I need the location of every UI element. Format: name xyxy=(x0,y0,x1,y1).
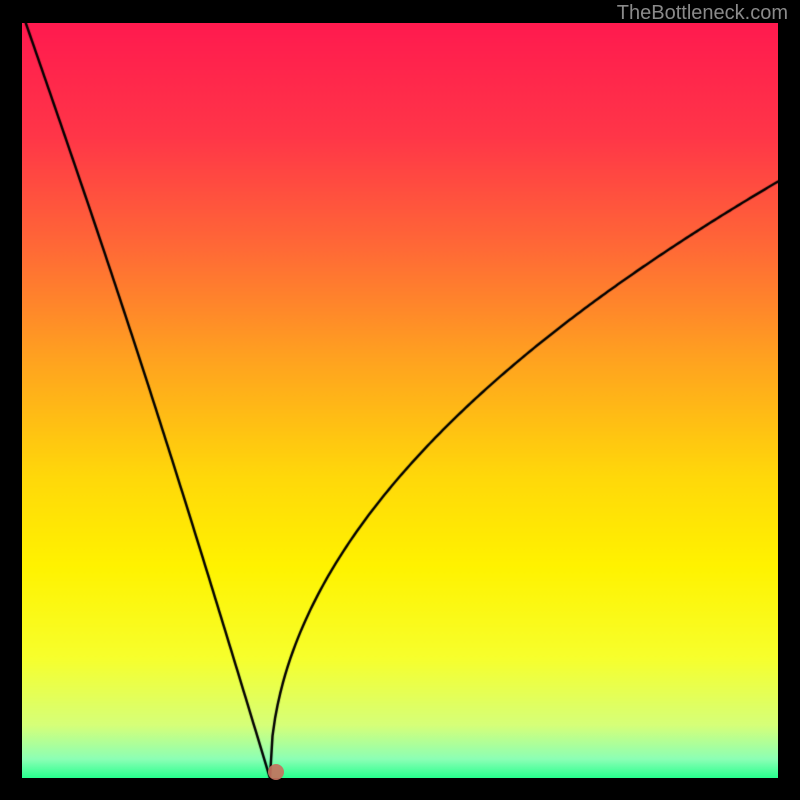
watermark-text: TheBottleneck.com xyxy=(617,2,788,25)
plot-area xyxy=(22,23,778,778)
bottleneck-curve xyxy=(22,23,778,778)
vertex-marker xyxy=(268,764,284,780)
